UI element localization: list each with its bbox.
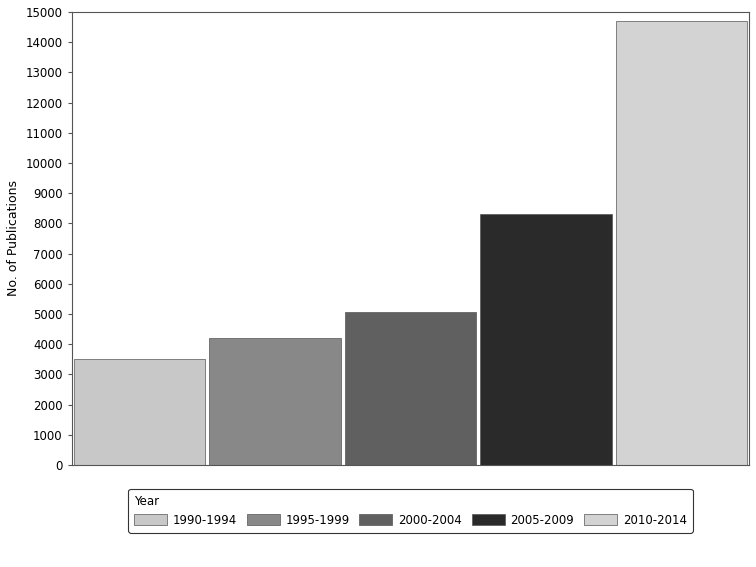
Legend: 1990-1994, 1995-1999, 2000-2004, 2005-2009, 2010-2014: 1990-1994, 1995-1999, 2000-2004, 2005-20… (129, 489, 692, 532)
Bar (345, 312, 476, 465)
Bar (73, 359, 205, 465)
Y-axis label: No. of Publications: No. of Publications (7, 180, 20, 297)
Bar (480, 214, 612, 465)
Bar (615, 21, 747, 465)
Bar (209, 338, 341, 465)
